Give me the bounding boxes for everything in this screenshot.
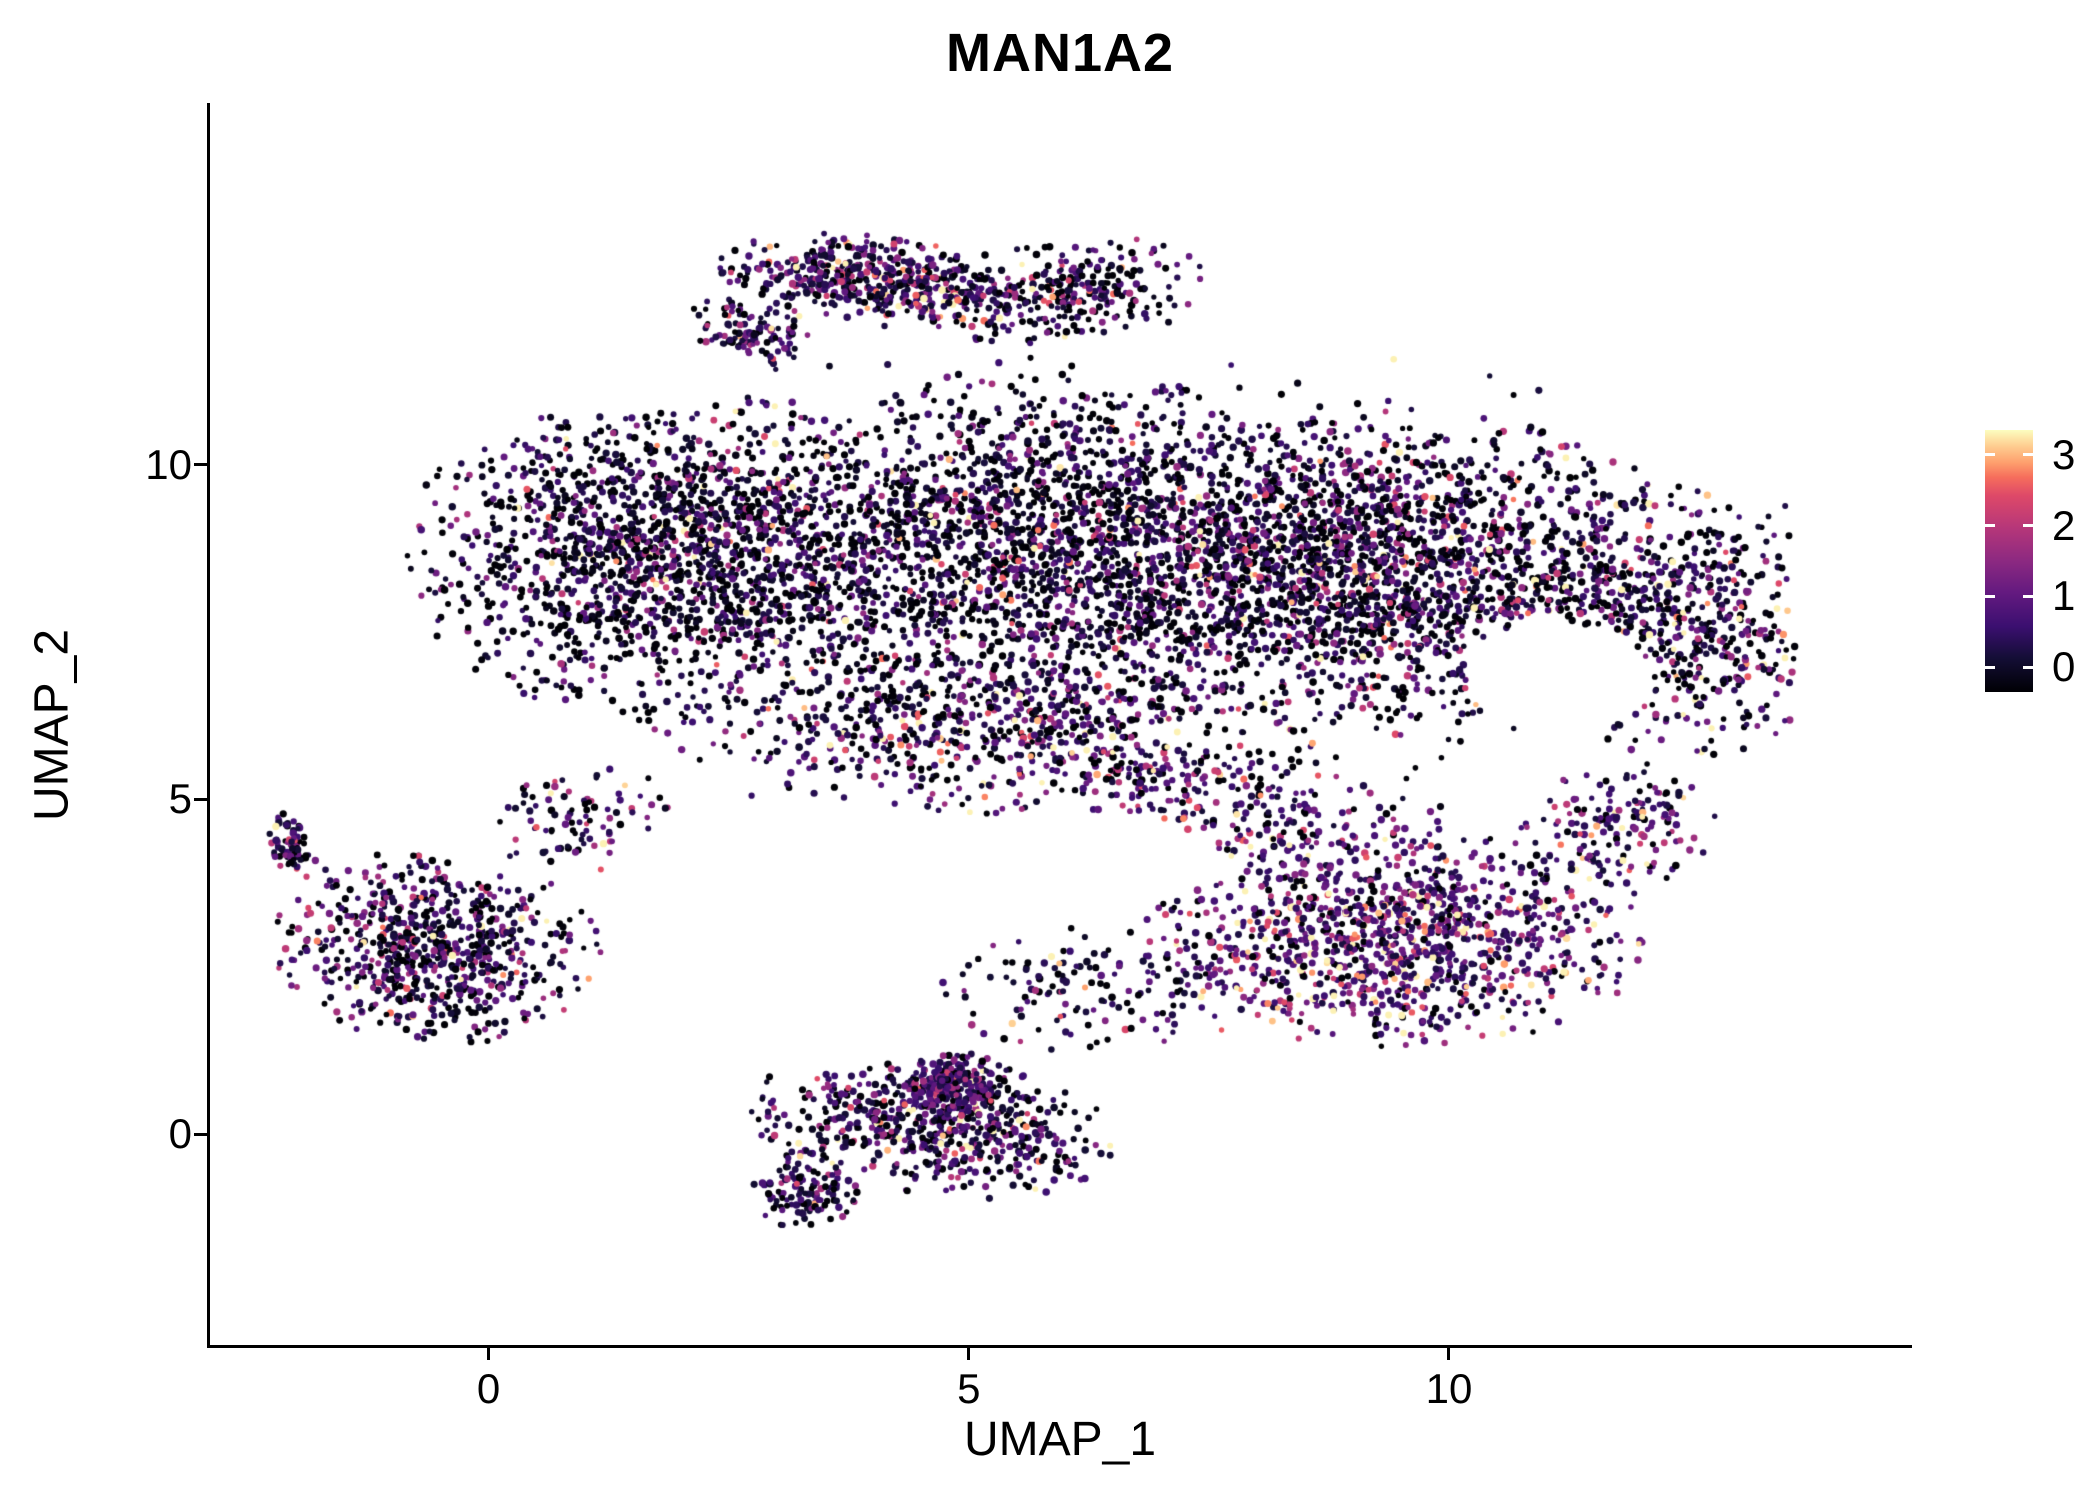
colorbar-tick-label: 3 [2052,430,2076,478]
x-tick-label: 5 [957,1365,981,1412]
y-tick-label: 0 [168,1110,192,1158]
x-axis-line [207,1345,1912,1348]
colorbar-tick-label: 0 [2052,643,2076,691]
x-axis-label: UMAP_1 [963,1413,1157,1466]
colorbar-tick-mark [1985,594,1995,598]
y-axis-line [207,103,210,1348]
x-tick-mark [487,1346,491,1360]
y-tick-mark [194,797,208,801]
y-tick-mark [194,463,208,467]
x-tick-mark [1447,1346,1451,1360]
x-tick-label: 0 [476,1365,501,1412]
colorbar-tick-label: 1 [2052,572,2076,620]
y-tick-label: 5 [168,775,192,823]
colorbar-tick-mark [2023,594,2033,598]
y-axis-label: UMAP_2 [25,628,79,822]
colorbar-tick-mark [1985,665,1995,669]
colorbar-tick-mark [2023,524,2033,528]
expression-colorbar [1985,430,2033,692]
y-tick-label: 10 [145,440,192,488]
colorbar-tick-label: 2 [2052,501,2076,549]
x-tick-mark [967,1346,971,1360]
colorbar-tick-mark [2023,665,2033,669]
x-tick-label: 10 [1425,1365,1473,1412]
y-tick-mark [194,1132,208,1136]
colorbar-tick-mark [2023,453,2033,457]
colorbar-tick-mark [1985,453,1995,457]
colorbar-tick-mark [1985,524,1995,528]
